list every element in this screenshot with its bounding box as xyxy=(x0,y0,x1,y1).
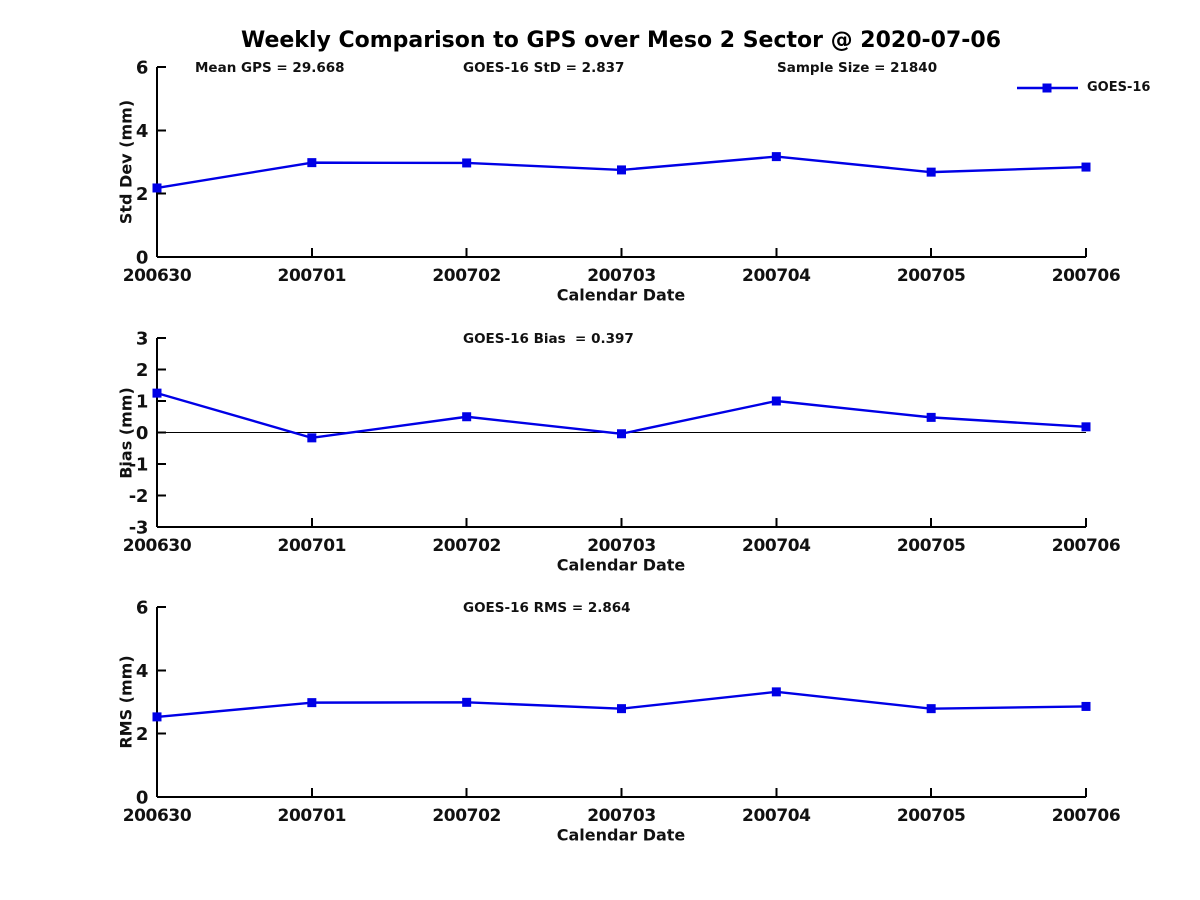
std-dev-marker xyxy=(1081,162,1091,172)
bias-x-axis-label: Calendar Date xyxy=(556,555,686,575)
svg-text:0: 0 xyxy=(136,248,148,269)
stddev-x-axis-label: Calendar Date xyxy=(556,285,686,305)
bias-marker xyxy=(307,433,317,443)
mean-gps-annotation: Mean GPS = 29.668 xyxy=(195,60,345,76)
rms-marker xyxy=(617,704,626,714)
rms-y-axis-label: RMS (mm) xyxy=(116,655,136,749)
svg-text:200704: 200704 xyxy=(742,806,811,826)
std-dev-marker xyxy=(617,165,626,175)
bias-marker xyxy=(771,396,781,406)
bias-marker xyxy=(926,412,936,422)
svg-text:200702: 200702 xyxy=(432,266,501,286)
bias-marker xyxy=(617,429,626,439)
svg-text:200701: 200701 xyxy=(278,266,347,286)
sample-size-annotation: Sample Size = 21840 xyxy=(777,60,938,76)
rms-marker xyxy=(307,698,317,708)
svg-text:200630: 200630 xyxy=(123,806,192,826)
bias-marker xyxy=(152,388,162,398)
bias-marker xyxy=(1081,422,1091,432)
rms-marker xyxy=(771,687,781,697)
rms-marker xyxy=(152,712,162,722)
legend-label-goes16: GOES-16 xyxy=(1087,80,1151,95)
std-dev-plot: 0 2 4 6 200630 200701 200702 200703 200704 200705… xyxy=(123,58,1121,287)
std-dev-marker xyxy=(307,158,317,168)
svg-text:2: 2 xyxy=(136,724,148,745)
svg-text:200701: 200701 xyxy=(278,806,347,826)
svg-text:200704: 200704 xyxy=(742,266,811,286)
svg-text:-2: -2 xyxy=(129,486,148,507)
stddev-y-axis-label: Std Dev (mm) xyxy=(116,99,136,225)
svg-text:2: 2 xyxy=(136,360,148,381)
svg-text:200704: 200704 xyxy=(742,536,811,556)
goes16-rms-annotation: GOES-16 RMS = 2.864 xyxy=(463,600,631,616)
legend-sample xyxy=(1017,83,1078,93)
svg-text:200705: 200705 xyxy=(897,536,966,556)
rms-marker xyxy=(462,697,472,707)
goes16-bias-annotation: GOES-16 Bias = 0.397 xyxy=(463,331,634,347)
svg-text:200706: 200706 xyxy=(1052,266,1121,286)
svg-text:4: 4 xyxy=(136,661,148,682)
svg-text:200706: 200706 xyxy=(1052,806,1121,826)
svg-text:200701: 200701 xyxy=(278,536,347,556)
svg-text:200702: 200702 xyxy=(432,536,501,556)
std-dev-marker xyxy=(462,158,472,168)
rms-marker xyxy=(926,704,936,714)
svg-text:0: 0 xyxy=(136,788,148,809)
rms-x-axis-label: Calendar Date xyxy=(556,825,686,845)
svg-text:2: 2 xyxy=(136,184,148,205)
svg-text:-3: -3 xyxy=(129,518,148,539)
svg-text:200706: 200706 xyxy=(1052,536,1121,556)
svg-text:1: 1 xyxy=(136,392,148,413)
bias-marker xyxy=(462,412,472,422)
svg-text:200702: 200702 xyxy=(432,806,501,826)
std-dev-marker xyxy=(152,183,162,193)
goes16-std-annotation: GOES-16 StD = 2.837 xyxy=(463,60,625,76)
svg-text:200705: 200705 xyxy=(897,266,966,286)
svg-text:6: 6 xyxy=(136,598,148,619)
svg-text:3: 3 xyxy=(136,329,148,350)
svg-text:200703: 200703 xyxy=(587,536,656,556)
rms-marker xyxy=(1081,701,1091,711)
chart-title: Weekly Comparison to GPS over Meso 2 Sec… xyxy=(240,28,1002,53)
std-dev-marker xyxy=(926,167,936,177)
rms-plot: 0 2 4 6 200630 200701 200702 200703 200704 200705… xyxy=(123,598,1121,827)
svg-text:200703: 200703 xyxy=(587,806,656,826)
svg-text:0: 0 xyxy=(136,423,148,444)
svg-text:200630: 200630 xyxy=(123,536,192,556)
bias-plot: -3 -2 -1 0 1 2 3 200630 200701 200702 200703 200704… xyxy=(123,329,1121,557)
svg-text:200630: 200630 xyxy=(123,266,192,286)
svg-text:-1: -1 xyxy=(129,455,148,476)
svg-text:4: 4 xyxy=(136,121,148,142)
bias-y-axis-label: Bias (mm) xyxy=(116,387,136,479)
legend-marker-icon xyxy=(1042,83,1052,93)
svg-text:200703: 200703 xyxy=(587,266,656,286)
svg-text:6: 6 xyxy=(136,58,148,79)
std-dev-marker xyxy=(771,152,781,162)
svg-text:200705: 200705 xyxy=(897,806,966,826)
